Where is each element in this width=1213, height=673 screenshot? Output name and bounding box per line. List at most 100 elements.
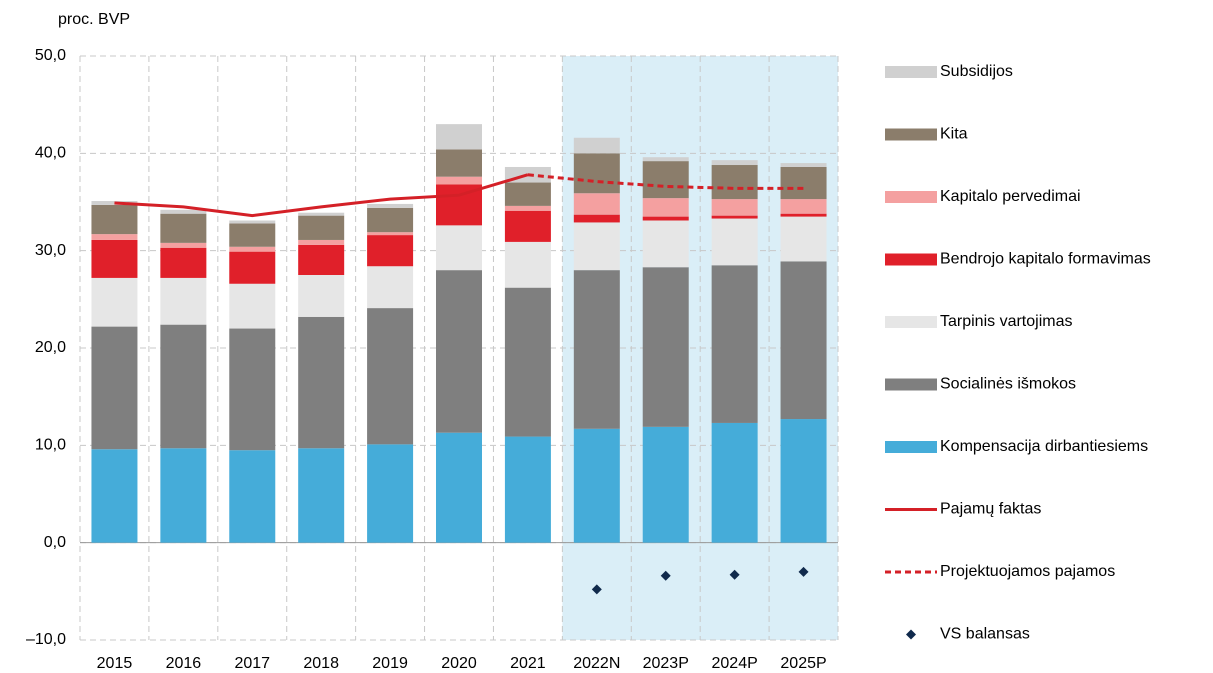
bar-segment [229, 220, 276, 224]
bar-segment [780, 166, 827, 200]
bar-segment [298, 316, 345, 449]
bar-segment [91, 239, 138, 278]
legend-label: VS balansas [940, 626, 1030, 643]
legend-label: Kita [940, 126, 968, 143]
bar-segment [91, 449, 138, 543]
bar-segment [711, 160, 758, 166]
bar-segment [367, 235, 414, 267]
x-tick-label: 2015 [97, 655, 133, 672]
x-tick-label: 2016 [166, 655, 202, 672]
bar-segment [436, 270, 482, 433]
bar-segment [436, 225, 482, 271]
bar-segment [229, 246, 276, 252]
legend-swatch [885, 191, 937, 203]
bar-segment [711, 199, 758, 216]
bar-segment [504, 287, 551, 437]
legend-swatch [885, 378, 937, 391]
bar-segment [367, 444, 414, 543]
x-tick-label: 2025P [780, 655, 826, 672]
bar-segment [642, 157, 689, 162]
bar-segment [436, 176, 482, 185]
legend-swatch [906, 629, 916, 640]
bar-segment [504, 436, 551, 543]
bar-segment [160, 277, 207, 325]
bar-segment [91, 204, 138, 235]
bar-segment [642, 267, 689, 427]
bar-segment [436, 149, 482, 177]
bar-segment [91, 326, 138, 450]
legend-swatch [885, 441, 937, 453]
bar-segment [573, 270, 620, 429]
bar-segment [573, 214, 620, 223]
diamond [660, 570, 671, 581]
legend-swatch [885, 128, 937, 141]
bar-segment [573, 428, 620, 543]
y-tick-label: 30,0 [35, 242, 66, 259]
x-tick-label: 2020 [441, 655, 477, 672]
x-tick-label: 2021 [510, 655, 546, 672]
bar-segment [780, 419, 827, 543]
bar-segment [229, 328, 276, 451]
bar-segment [504, 205, 551, 211]
legend-label: Tarpinis vartojimas [940, 313, 1072, 330]
x-tick-label: 2019 [372, 655, 408, 672]
x-tick-label: 2024P [712, 655, 758, 672]
bar-segment [504, 182, 551, 206]
bar-segment [711, 218, 758, 266]
line [114, 173, 529, 218]
bar-segment [160, 448, 207, 543]
legend-label: Pajamų faktas [940, 501, 1041, 518]
bar-segment [711, 265, 758, 423]
bar-segment [91, 234, 138, 240]
x-tick-label: 2022N [573, 655, 620, 672]
bar-segment [160, 247, 207, 278]
line [527, 173, 804, 190]
bar-segment [367, 308, 414, 445]
legend-swatch [885, 66, 937, 78]
bar-segment [298, 239, 345, 245]
x-tick-label: 2018 [303, 655, 339, 672]
y-tick-label: 10,0 [35, 437, 66, 454]
bar-segment [160, 242, 207, 248]
bar-segment [780, 199, 827, 214]
y-axis-label: proc. BVP [58, 11, 130, 28]
bar-segment [780, 163, 827, 167]
y-tick-label: 50,0 [35, 47, 66, 64]
bar-segment [298, 448, 345, 543]
bar-segment [504, 241, 551, 288]
bar-segment [298, 244, 345, 275]
bar-segment [298, 275, 345, 317]
bar-segment [367, 207, 414, 233]
bar-segment [367, 266, 414, 309]
bar-segment [573, 153, 620, 194]
bar-segment [711, 422, 758, 543]
bar-segment [298, 215, 345, 240]
y-tick-label: 0,0 [44, 534, 66, 551]
y-tick-label: 20,0 [35, 339, 66, 356]
bar-segment [436, 124, 482, 150]
bar-segment [642, 161, 689, 199]
bar-segment [504, 210, 551, 242]
legend-label: Subsidijos [940, 63, 1013, 80]
bar-segment [711, 215, 758, 219]
legend-swatch [885, 253, 937, 266]
bar-segment [160, 324, 207, 449]
bar-segment [642, 220, 689, 268]
legend-label: Socialinės išmokos [940, 376, 1076, 393]
bar-segment [573, 222, 620, 271]
bar-segment [642, 426, 689, 543]
bar-segment [160, 209, 207, 214]
bar-segment [367, 203, 414, 208]
legend-label: Kompensacija dirbantiesiems [940, 438, 1148, 455]
legend-label: Kapitalo pervedimai [940, 188, 1081, 205]
y-tick-label: –10,0 [26, 631, 66, 648]
bar-segment [229, 450, 276, 543]
bar-segment [780, 261, 827, 420]
x-tick-label: 2023P [643, 655, 689, 672]
diamond [729, 569, 740, 580]
legend-label: Bendrojo kapitalo formavimas [940, 251, 1151, 268]
bar-segment [160, 213, 207, 243]
bar-segment [436, 432, 482, 543]
bar-segment [367, 232, 414, 236]
bar-segment [642, 216, 689, 221]
